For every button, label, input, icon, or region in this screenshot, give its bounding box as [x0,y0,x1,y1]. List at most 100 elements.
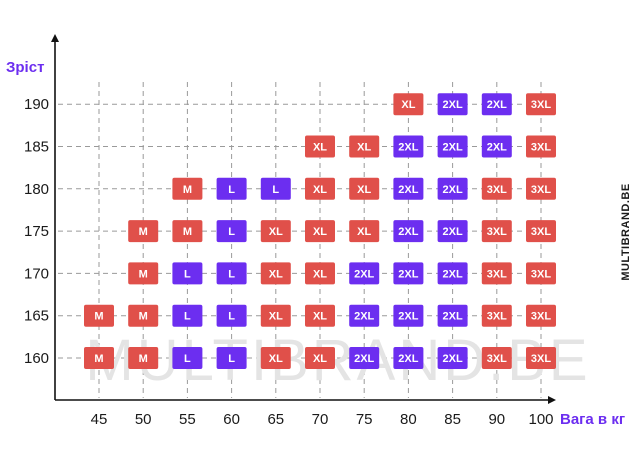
size-cell-box [526,347,556,369]
size-cell: L [216,177,247,200]
size-cell: M [128,262,159,285]
size-cell-label: M [94,353,103,365]
size-cell-box [481,220,512,243]
size-cell-label: XL [313,353,327,365]
size-cell: 2XL [349,304,380,327]
size-cell-box [305,220,335,243]
size-cell-box [128,220,159,243]
size-cell: L [216,347,247,369]
size-cell-box [305,135,335,158]
cells-layer: XL 2XL 2XL 3XL XL XL 2XL 2XL 2XL 3XL M L L XL XL 2XL 2XL… [84,93,556,369]
size-cell: 2XL [393,135,424,158]
y-tick-label: 165 [24,308,49,325]
size-cell: M [128,220,159,243]
size-cell-box [216,347,247,369]
size-cell-box [260,220,291,243]
size-cell-label: M [139,311,148,323]
size-cell-label: 2XL [443,142,463,154]
size-cell-box [526,93,556,116]
x-tick-label: 50 [135,411,152,428]
size-cell-label: XL [269,226,283,238]
x-tick-label: 100 [528,411,553,428]
size-cell-box [305,347,335,369]
size-cell: M [84,347,114,369]
size-cell: 2XL [393,347,424,369]
x-tick-label: 55 [179,411,196,428]
size-cell-box [437,93,468,116]
size-cell-label: 2XL [443,99,463,111]
size-cell: XL [393,93,424,116]
size-cell-label: 2XL [398,226,418,238]
size-cell-box [526,220,556,243]
x-tick-label: 70 [312,411,329,428]
size-cell-label: M [183,184,192,196]
size-cell: 3XL [481,220,512,243]
size-cell-box [393,177,424,200]
size-cell-box [349,262,380,285]
size-cell-box [526,304,556,327]
size-cell: 3XL [526,262,556,285]
size-cell: 3XL [481,262,512,285]
size-cell: 2XL [393,262,424,285]
size-cell-label: M [183,226,192,238]
size-cell-label: 2XL [487,142,507,154]
size-cell: XL [260,220,291,243]
size-cell: 2XL [349,347,380,369]
size-cell-label: M [139,353,148,365]
size-cell-box [437,347,468,369]
size-cell-label: 2XL [354,353,374,365]
size-cell: M [128,304,159,327]
size-cell-box [84,304,114,327]
size-cell: L [172,347,203,369]
size-cell: M [172,177,203,200]
size-cell-label: L [228,353,235,365]
size-cell-label: XL [269,268,283,280]
size-cell-box [305,262,335,285]
size-cell-box [349,220,380,243]
size-cell: 3XL [526,177,556,200]
size-cell: XL [260,262,291,285]
size-cell-box [526,262,556,285]
size-cell-box [393,347,424,369]
y-tick-label: 190 [24,96,49,113]
x-tick-label: 90 [488,411,505,428]
size-cell-box [128,347,159,369]
size-cell-label: 2XL [398,268,418,280]
size-cell-label: 3XL [487,311,507,323]
size-cell-box [437,220,468,243]
x-tick-label: 80 [400,411,417,428]
size-cell: XL [305,262,335,285]
size-cell-label: 3XL [531,268,551,280]
size-cell-box [172,304,203,327]
size-cell-label: 2XL [443,353,463,365]
size-cell-box [481,262,512,285]
size-cell-label: L [228,184,235,196]
x-tick-label: 45 [91,411,108,428]
size-cell-label: XL [357,142,371,154]
size-cell-box [172,177,203,200]
size-cell: XL [260,347,291,369]
size-cell-label: 3XL [487,353,507,365]
size-cell: M [128,347,159,369]
size-cell-label: M [139,268,148,280]
size-cell-label: M [94,311,103,323]
y-tick-label: 185 [24,139,49,156]
y-tick-label: 175 [24,223,49,240]
size-cell-label: L [184,311,191,323]
size-cell-label: L [184,268,191,280]
y-axis-arrow-icon [51,34,59,42]
y-axis-title: Зріст [6,59,44,76]
size-cell: 2XL [481,93,512,116]
x-axis-title: Вага в кг [560,411,625,428]
size-cell-box [260,347,291,369]
size-cell-label: 2XL [398,311,418,323]
size-cell: 2XL [349,262,380,285]
size-cell-label: L [184,353,191,365]
size-cell-label: XL [357,184,371,196]
size-cell-label: 3XL [487,268,507,280]
size-cell-box [526,135,556,158]
size-cell-box [216,177,247,200]
y-tick-label: 170 [24,265,49,282]
size-cell: M [84,304,114,327]
